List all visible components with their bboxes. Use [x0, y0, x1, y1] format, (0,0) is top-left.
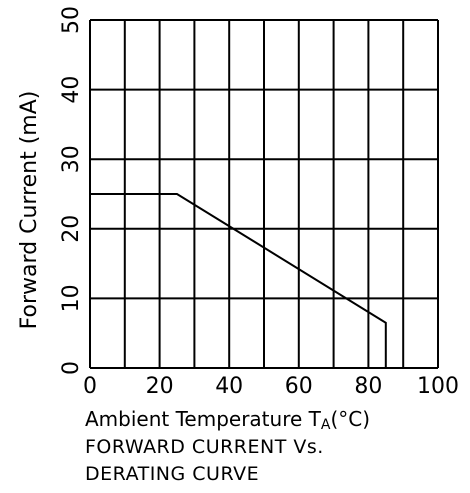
series-layer [90, 193, 387, 368]
y-tick-label: 20 [59, 215, 84, 243]
x-tick-label: 60 [285, 374, 313, 399]
x-axis-title-subscript: A [321, 417, 331, 433]
y-axis-title: Forward Current (mA) [17, 91, 42, 330]
x-tick-labels: 0 20 40 60 80 100 [83, 374, 459, 399]
x-tick-label: 80 [354, 374, 382, 399]
y-tick-label: 40 [59, 76, 84, 104]
x-tick-label: 100 [417, 374, 459, 399]
caption-line-1: FORWARD CURRENT Vs. [85, 436, 324, 458]
x-tick-label: 20 [146, 374, 174, 399]
y-tick-label: 10 [59, 284, 84, 312]
y-tick-label: 0 [59, 361, 84, 375]
y-tick-labels: 0 10 20 30 40 50 [59, 6, 84, 375]
derating-curve [90, 193, 387, 368]
x-tick-label: 40 [215, 374, 243, 399]
grid [89, 19, 439, 369]
x-axis-title-main: Ambient Temperature T [85, 407, 322, 431]
x-axis-title: Ambient Temperature TA(°C) [85, 407, 370, 433]
x-axis-title-unit: (°C) [330, 407, 370, 431]
y-tick-label: 30 [59, 145, 84, 173]
y-tick-label: 50 [59, 6, 84, 34]
x-tick-label: 0 [83, 374, 97, 399]
caption-line-2: DERATING CURVE [85, 463, 259, 485]
